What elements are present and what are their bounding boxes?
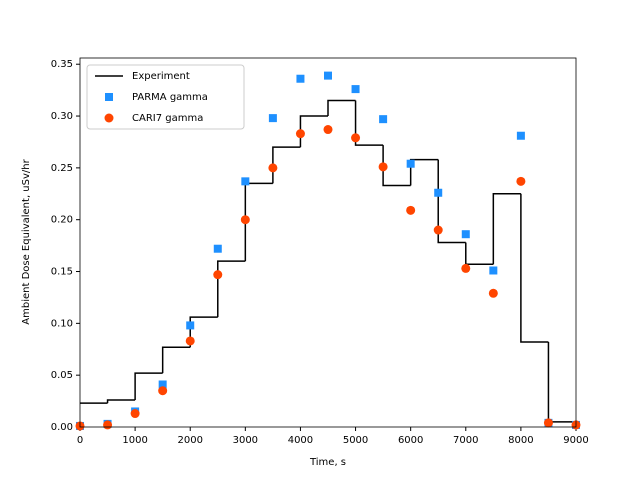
legend-label: Experiment (132, 71, 190, 82)
square-marker (434, 188, 443, 197)
square-marker (158, 380, 167, 389)
step-segment (354, 100, 384, 146)
square-marker (296, 74, 305, 83)
square-marker (324, 71, 332, 80)
x-tick-label: 8000 (508, 435, 533, 446)
step-segment (161, 346, 191, 374)
square-marker (213, 244, 222, 253)
step-segment (299, 115, 328, 148)
circle-marker (185, 336, 195, 346)
x-tick-label: 6000 (398, 435, 423, 446)
x-axis-label: Time, s (309, 457, 346, 468)
x-tick-label: 5000 (343, 435, 368, 446)
y-tick-label: 0.30 (51, 111, 73, 122)
y-tick-label: 0.25 (51, 163, 73, 174)
square-marker (461, 230, 470, 239)
step-segment (382, 145, 411, 187)
step-segment (520, 193, 549, 343)
x-tick-label: 1000 (122, 435, 147, 446)
step-segment (244, 182, 273, 262)
circle-marker (103, 420, 113, 430)
circle-marker (213, 270, 223, 280)
circle-marker (130, 409, 140, 419)
circle-marker (543, 418, 553, 428)
y-tick-label: 0.15 (51, 267, 73, 278)
plot-frame (79, 57, 577, 428)
circle-marker (240, 215, 250, 225)
circle-marker (406, 205, 416, 215)
circle-marker (323, 125, 333, 135)
step-segment (492, 193, 521, 265)
x-tick-label: 2000 (177, 435, 202, 446)
step-segment (409, 158, 439, 186)
x-tick-label: 7000 (453, 435, 478, 446)
circle-marker (516, 176, 526, 186)
square-marker (241, 177, 250, 186)
circle-marker (295, 129, 305, 139)
square-marker (105, 93, 113, 101)
x-tick-label: 4000 (288, 435, 313, 446)
circle-marker (158, 386, 168, 396)
step-segment (465, 242, 494, 266)
y-tick-label: 0.05 (51, 370, 73, 381)
step-segment (272, 146, 301, 184)
x-tick-label: 9000 (563, 435, 588, 446)
step-segment (327, 99, 356, 117)
x-tick-label: 3000 (233, 435, 258, 446)
step-segment (134, 372, 163, 401)
square-marker (379, 115, 388, 124)
y-axis-label: Ambient Dose Equivalent, uSv/hr (21, 158, 32, 324)
circle-marker (351, 133, 361, 143)
circle-marker (433, 225, 443, 235)
square-marker (516, 131, 525, 140)
circle-marker (268, 163, 278, 173)
y-tick-label: 0.35 (51, 59, 73, 70)
square-marker (268, 114, 277, 123)
circle-marker (378, 162, 388, 172)
square-marker (186, 321, 195, 330)
square-marker (489, 266, 498, 275)
y-tick-label: 0.00 (51, 422, 73, 433)
legend-label: PARMA gamma (132, 92, 208, 103)
y-tick-label: 0.20 (51, 215, 73, 226)
circle-marker (461, 263, 471, 273)
step-segment (437, 159, 466, 244)
legend-label: CARI7 gamma (132, 113, 203, 124)
legend-box (86, 64, 245, 130)
step-segment (106, 399, 136, 404)
square-marker (406, 159, 415, 168)
circle-marker (488, 288, 498, 298)
circle-marker (104, 113, 114, 123)
step-segment (547, 342, 576, 423)
x-tick-label: 0 (77, 435, 83, 446)
y-tick-label: 0.10 (51, 318, 73, 329)
square-marker (351, 85, 360, 94)
step-segment (217, 260, 246, 318)
